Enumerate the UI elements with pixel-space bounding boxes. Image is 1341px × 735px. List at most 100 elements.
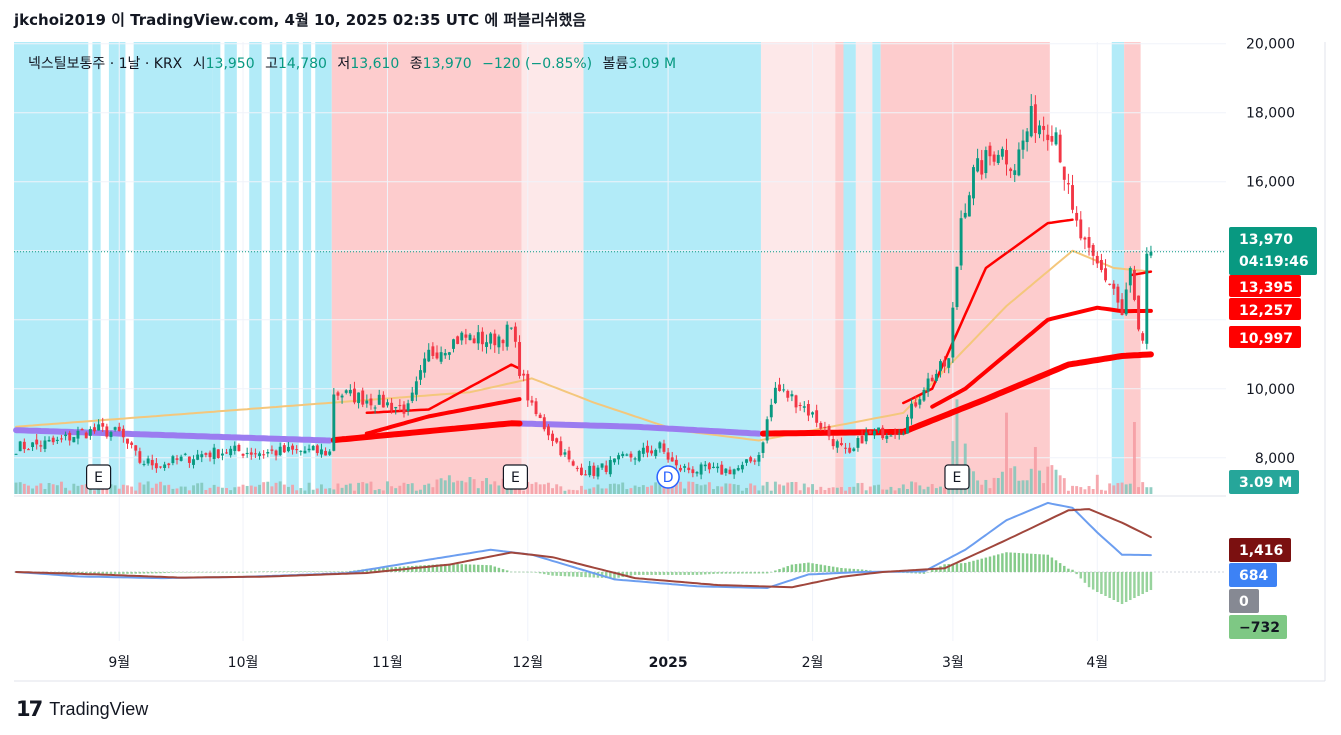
candle-body [456,336,460,344]
legend-close-label: 종 [409,56,423,72]
candle-body [1021,140,1025,150]
macd-histogram-bar [720,571,723,574]
candle-body [617,455,621,460]
candle-body [150,459,154,466]
macd-histogram-bar [299,571,303,572]
volume-bar [505,488,509,494]
macd-histogram-bar [456,564,459,572]
macd-signal-badge [1229,538,1291,562]
background-band [855,42,873,494]
macd-histogram-bar [646,571,649,575]
macd-histogram-bar [984,557,988,572]
volume-bar [1046,466,1050,494]
candle-body [340,395,344,398]
candle-body [270,449,274,451]
volume-bar [943,487,947,494]
volume-bar [819,486,823,494]
earnings-marker-label: E [511,470,520,486]
candle-body [740,464,744,470]
volume-bar [220,487,224,494]
macd-histogram-bar [505,570,509,572]
volume-bar [253,486,257,494]
macd-histogram-bar [109,571,113,575]
time-tick-label: 9월 [108,655,130,671]
macd-histogram-bar [567,571,571,577]
volume-bar [344,484,348,494]
candle-body [530,400,534,403]
volume-bar [736,484,740,494]
volume-bar [1075,486,1079,494]
background-band [521,42,584,494]
candle-body [220,453,224,456]
background-band [835,42,844,494]
volume-bar [773,481,777,494]
candle-body [839,443,843,446]
volume-bar [439,478,443,494]
candle-body [654,449,658,456]
tradingview-logo[interactable]: 17 TradingView [16,697,148,721]
candle-body [476,332,480,344]
candle-body [204,453,208,455]
volume-bar [1013,466,1017,494]
background-band [872,42,881,494]
macd-histogram-bar [642,571,645,575]
candle-body [138,451,142,463]
macd-panel [14,501,1226,605]
tradingview-brand: TradingView [49,698,149,719]
macd-histogram-bar [629,571,633,576]
macd-histogram-bar [976,559,979,572]
volume-bar [146,481,150,494]
macd-histogram-bar [221,571,224,573]
earnings-marker-label: E [953,470,962,486]
candle-body [1116,286,1120,303]
volume-bar [695,483,699,494]
macd-histogram-bar [481,564,484,572]
macd-histogram-bar [1079,571,1083,579]
macd-histogram-bar [1021,553,1025,572]
candle-body [398,405,402,407]
candle-body [76,430,80,439]
macd-histogram-bar [852,568,856,572]
ohlc-legend: 넥스틸보통주 · 1날 · KRX 시13,950 고14,780 저13,61… [28,53,676,73]
candle-body [311,445,315,451]
candle-body [806,404,810,416]
volume-bar [196,483,200,494]
candle-body [266,452,270,454]
volume-bar [530,483,534,494]
macd-histogram-bar [691,571,695,575]
volume-bar [47,483,51,494]
candle-body [241,453,245,456]
price-tick-label: 16,000 [1246,175,1295,191]
candle-body [18,441,22,452]
volume-bar [295,490,299,494]
candle-body [724,468,728,473]
ema-gold-line [15,249,1152,442]
candle-body [687,467,691,471]
background-band [315,42,332,494]
candle-body [402,404,406,414]
candle-body [464,334,468,338]
candle-body [761,442,765,453]
macd-histogram-bar [171,571,175,573]
candle-body [377,394,381,405]
volume-bar [291,484,295,494]
volume-bar [860,482,864,494]
volume-badge-text: 3.09 M [1239,475,1292,491]
volume-bar [80,484,84,494]
candle-body [328,451,332,455]
macd-histogram-bar [815,563,818,572]
volume-bar [142,484,146,494]
macd-histogram-bar [200,571,204,573]
background-band [269,42,283,494]
volume-bar [864,490,868,494]
volume-bar [159,481,162,494]
time-tick-label: 4월 [1086,655,1108,671]
volume-bar [613,483,616,494]
candle-body [216,449,220,458]
macd-histogram-bar [770,571,773,573]
candle-body [769,404,773,418]
volume-bar [769,490,773,494]
volume-bar [208,487,212,494]
volume-bar [398,485,402,494]
